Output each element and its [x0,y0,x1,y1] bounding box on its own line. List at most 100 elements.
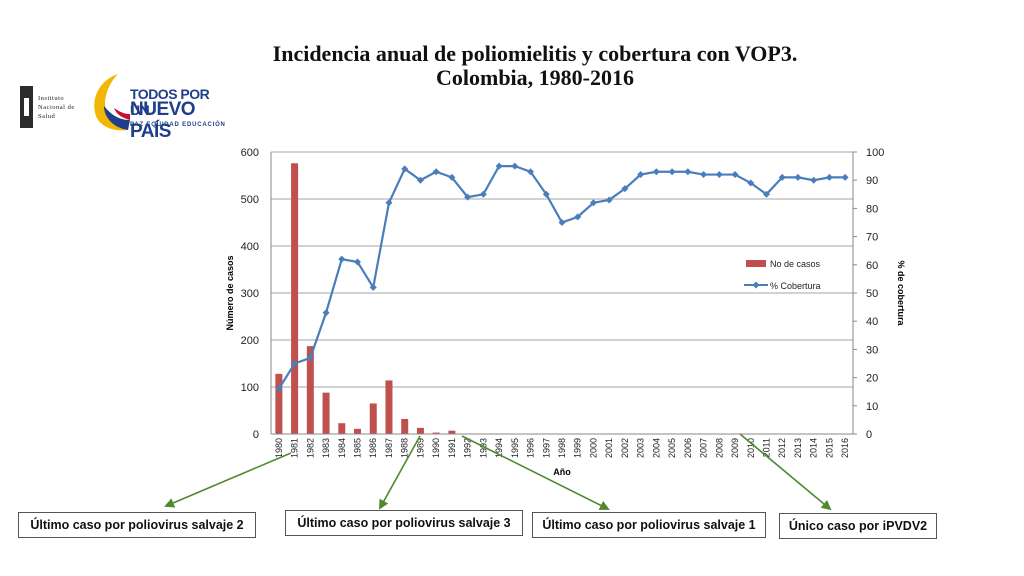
bar [416,427,424,434]
coverage-line [277,165,846,390]
callout-arrow [461,435,610,510]
x-axis-label: Año [553,467,571,477]
coverage-point [558,219,566,226]
x-tick-label: 2012 [777,438,787,458]
y-axis-label: Número de casos [225,255,235,330]
government-logo-line-2: NUEVO PAÍS [130,99,196,142]
x-tick-label: 1990 [431,438,441,458]
x-tick-label: 1994 [494,438,504,458]
y-tick-label: 300 [241,288,259,300]
institute-logo-text-1: Instituto [38,95,65,102]
bar [448,430,456,434]
x-tick-label: 2009 [730,438,740,458]
x-tick-label: 1985 [353,438,363,458]
coverage-point [511,162,519,170]
coverage-point [291,360,299,367]
y2-tick-label: 80 [866,203,878,215]
coverage-point [794,173,802,181]
x-tick-label: 1980 [274,438,284,458]
bar [275,373,283,434]
x-tick-label: 1984 [337,438,347,458]
y2-tick-label: 90 [866,175,878,187]
bar [291,163,299,434]
coverage-point [401,165,409,173]
callout-ipvdv2: Único caso por iPVDV2 [779,513,937,539]
coverage-point [479,190,487,198]
government-logo: TODOS POR UN NUEVO PAÍS PAZ EQUIDAD EDUC… [88,70,228,142]
government-logo-line-1: TODOS POR UN [130,86,210,118]
bar [369,403,377,434]
x-tick-label: 1993 [478,438,488,458]
title-line-1: Incidencia anual de poliomielitis y cobe… [272,41,798,66]
x-tick-label: 2001 [604,438,614,458]
y2-tick-label: 0 [866,429,872,441]
x-tick-label: 2016 [840,438,850,458]
y2-tick-label: 20 [866,373,878,385]
coverage-point [841,173,849,181]
callout-arrow [739,433,832,511]
coverage-point [495,162,503,170]
x-tick-label: 2010 [746,438,756,458]
callout-wild-type-2: Último caso por poliovirus salvaje 2 [18,512,256,538]
coverage-point [810,176,818,184]
x-tick-label: 2008 [714,438,724,458]
x-tick-label: 1999 [573,438,583,458]
institute-logo-text-2: Nacional de [38,104,75,111]
x-tick-label: 1982 [305,438,315,458]
x-tick-label: 1997 [541,438,551,458]
x-tick-label: 1995 [510,438,520,458]
y-tick-label: 400 [241,241,259,253]
coverage-point [542,190,550,198]
y-tick-label: 500 [241,194,259,206]
x-tick-label: 1992 [463,438,473,458]
y2-tick-label: 60 [866,260,878,272]
y-tick-label: 600 [241,147,259,159]
x-tick-label: 2014 [809,438,819,458]
coverage-point [684,168,692,176]
x-tick-label: 1996 [526,438,536,458]
x-tick-label: 2013 [793,438,803,458]
coverage-point [574,213,582,221]
x-tick-label: 2004 [651,438,661,458]
y-tick-label: 0 [253,429,259,441]
coverage-point [338,255,346,263]
bar [401,418,409,434]
coverage-point [527,168,535,176]
legend-point-swatch [752,281,760,289]
x-tick-label: 1988 [400,438,410,458]
coverage-point [589,199,597,207]
x-tick-label: 1991 [447,438,457,458]
bar [322,392,330,434]
coverage-point [778,173,786,181]
x-tick-label: 1986 [368,438,378,458]
coverage-point [306,354,314,362]
institute-logo-text-3: Salud [38,113,56,120]
y2-axis-label: % de cobertura [896,260,906,326]
bar [385,380,393,434]
y2-tick-label: 10 [866,401,878,413]
coverage-point [731,171,739,179]
bar [432,432,440,434]
coverage-point [715,171,723,179]
coverage-point [668,168,676,176]
government-logo-mark-icon [94,74,130,131]
bar [354,428,362,434]
bar [306,346,314,434]
callout-wild-type-3: Último caso por poliovirus salvaje 3 [285,510,523,536]
government-logo-line-3: PAZ EQUIDAD EDUCACIÓN [130,122,226,128]
y2-tick-label: 50 [866,288,878,300]
legend-bar-swatch [746,260,766,267]
y2-tick-label: 30 [866,344,878,356]
y2-tick-label: 70 [866,232,878,244]
coverage-point [605,196,613,204]
x-tick-label: 1989 [415,438,425,458]
coverage-point [275,385,283,393]
x-tick-label: 2005 [667,438,677,458]
coverage-point [354,258,362,266]
coverage-point [369,283,377,291]
x-tick-label: 2015 [824,438,834,458]
coverage-point [825,173,833,181]
coverage-point [621,185,629,193]
coverage-point [747,179,755,187]
